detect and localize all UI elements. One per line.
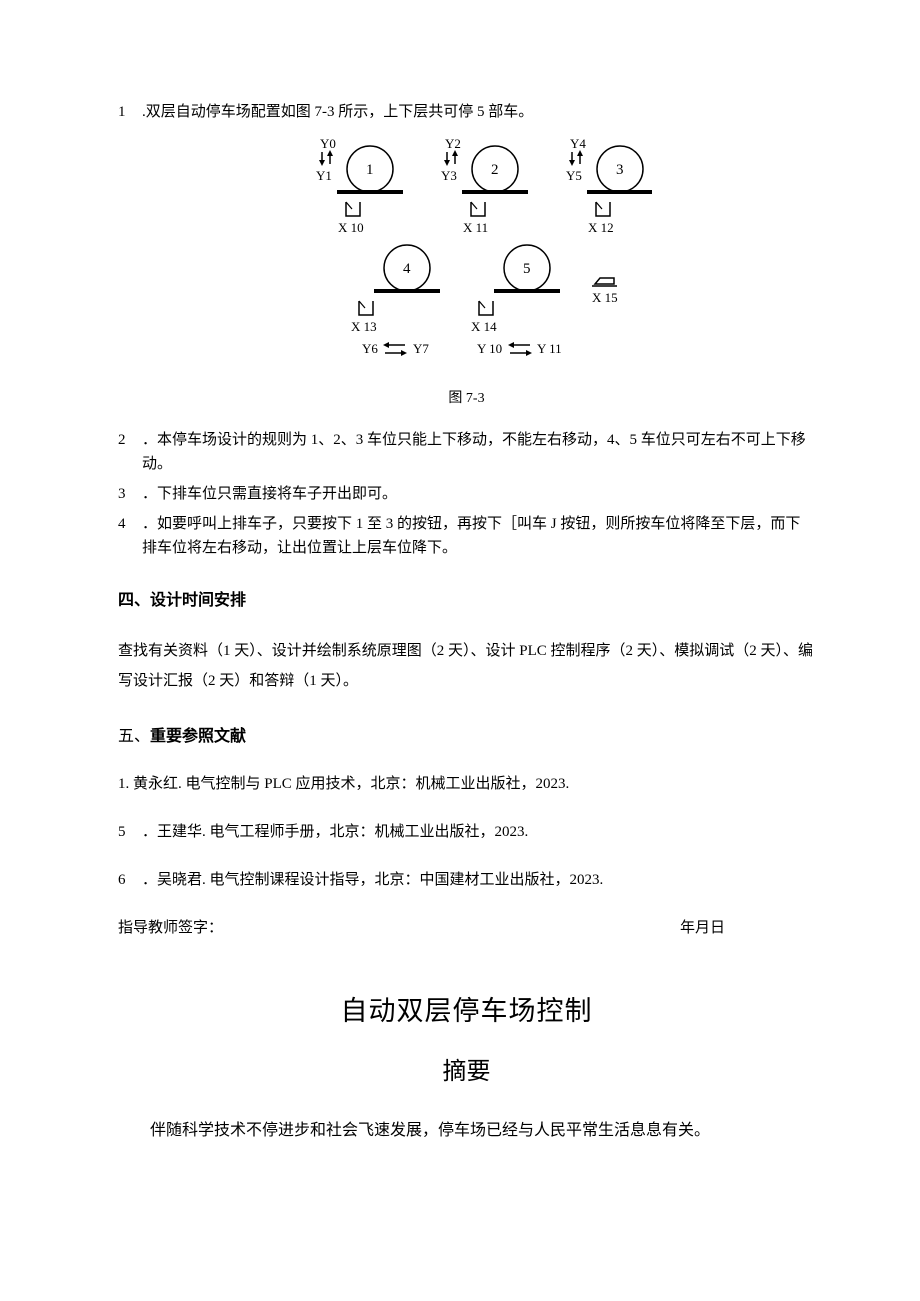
slot4-num: 4 xyxy=(403,261,411,277)
ref-6: 6 ．吴晓君. 电气控制课程设计指导，北京：中国建材工业出版社，2023. xyxy=(118,868,815,892)
y7-label: Y7 xyxy=(413,341,429,356)
ref-text: ．王建华. 电气工程师手册，北京：机械工业出版社，2023. xyxy=(142,820,815,844)
rules-list: 2 ．本停车场设计的规则为 1、2、3 车位只能上下移动，不能左右移动，4、5 … xyxy=(118,428,815,560)
x12-label: X 12 xyxy=(588,220,614,235)
x13-label: X 13 xyxy=(351,319,377,334)
figure-caption: 图 7-3 xyxy=(118,388,815,410)
ref-num: 5 xyxy=(118,820,142,844)
signature-label: 指导教师签字： xyxy=(118,916,223,940)
ref-num: 1. xyxy=(118,776,129,792)
parking-diagram: Y0 Y1 1 X 10 Y2 Y3 xyxy=(118,136,815,386)
slot1-num: 1 xyxy=(366,162,374,178)
y11-label: Y 11 xyxy=(537,341,562,356)
intro-num: 1 xyxy=(118,100,142,124)
x14-label: X 14 xyxy=(471,319,497,334)
y6-label: Y6 xyxy=(362,341,378,356)
rule-num: 2 xyxy=(118,428,142,452)
rule-text: ．下排车位只需直接将车子开出即可。 xyxy=(142,482,815,506)
ref-text: ．吴晓君. 电气控制课程设计指导，北京：中国建材工业出版社，2023. xyxy=(142,868,815,892)
x10-label: X 10 xyxy=(338,220,364,235)
signature-row: 指导教师签字： 年月日 xyxy=(118,916,815,940)
slot3-num: 3 xyxy=(616,162,624,178)
document-title: 自动双层停车场控制 xyxy=(118,990,815,1033)
y5-label: Y5 xyxy=(566,168,582,183)
y2-label: Y2 xyxy=(445,136,461,151)
y4-label: Y4 xyxy=(570,136,586,151)
car-icon: X 15 xyxy=(592,278,618,305)
slot2-num: 2 xyxy=(491,162,499,178)
diagram-figure: Y0 Y1 1 X 10 Y2 Y3 xyxy=(118,136,815,410)
x15-label: X 15 xyxy=(592,290,618,305)
rule-text: ．如要呼叫上排车子，只要按下 1 至 3 的按钮，再按下［叫车 J 按钮，则所按… xyxy=(142,512,815,560)
y3-label: Y3 xyxy=(441,168,457,183)
ref-1: 1. 黄永红. 电气控制与 PLC 应用技术，北京：机械工业出版社，2023. xyxy=(118,772,815,796)
rule-num: 4 xyxy=(118,512,142,536)
slot5-num: 5 xyxy=(523,261,531,277)
section4-header: 四、设计时间安排 xyxy=(118,588,815,614)
ref-text: 黄永红. 电气控制与 PLC 应用技术，北京：机械工业出版社，2023. xyxy=(133,776,569,792)
rule-3: 3 ．下排车位只需直接将车子开出即可。 xyxy=(118,482,815,506)
intro-line: 1 .双层自动停车场配置如图 7-3 所示，上下层共可停 5 部车。 xyxy=(118,100,815,124)
section5-bold: 重要参照文献 xyxy=(150,728,246,745)
rule-text: ．本停车场设计的规则为 1、2、3 车位只能上下移动，不能左右移动，4、5 车位… xyxy=(142,428,815,476)
section4-body: 查找有关资料（1 天）、设计并绘制系统原理图（2 天）、设计 PLC 控制程序（… xyxy=(118,636,815,696)
rule-num: 3 xyxy=(118,482,142,506)
abstract-body: 伴随科学技术不停进步和社会飞速发展，停车场已经与人民平常生活息息有关。 xyxy=(118,1115,815,1147)
rule-4: 4 ．如要呼叫上排车子，只要按下 1 至 3 的按钮，再按下［叫车 J 按钮，则… xyxy=(118,512,815,560)
rule-2: 2 ．本停车场设计的规则为 1、2、3 车位只能上下移动，不能左右移动，4、5 … xyxy=(118,428,815,476)
section5-header: 五、重要参照文献 xyxy=(118,724,815,750)
signature-date: 年月日 xyxy=(680,916,725,940)
references-list: 1. 黄永红. 电气控制与 PLC 应用技术，北京：机械工业出版社，2023. … xyxy=(118,772,815,892)
intro-text: .双层自动停车场配置如图 7-3 所示，上下层共可停 5 部车。 xyxy=(142,100,815,124)
y0-label: Y0 xyxy=(320,136,336,151)
abstract-header: 摘要 xyxy=(118,1053,815,1091)
x11-label: X 11 xyxy=(463,220,488,235)
ref-5: 5 ．王建华. 电气工程师手册，北京：机械工业出版社，2023. xyxy=(118,820,815,844)
y1-label: Y1 xyxy=(316,168,332,183)
y10-label: Y 10 xyxy=(477,341,502,356)
ref-num: 6 xyxy=(118,868,142,892)
section5-prefix: 五、 xyxy=(118,728,150,745)
